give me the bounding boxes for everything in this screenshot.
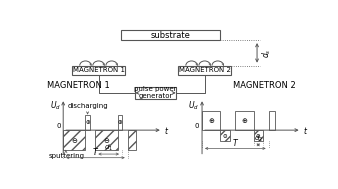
Bar [135,87,176,99]
Text: $T$: $T$ [92,146,99,157]
Text: $d_2$: $d_2$ [254,134,263,144]
Bar [63,130,86,150]
Text: $U_d$: $U_d$ [188,99,199,112]
Text: $t$: $t$ [164,125,169,136]
Text: $T$: $T$ [232,137,239,148]
Bar [118,115,122,130]
Bar [178,66,231,75]
Bar [95,130,118,150]
Bar [72,66,125,75]
Text: 0: 0 [195,123,199,129]
Text: 0: 0 [56,123,61,129]
Text: MAGNETRON 2: MAGNETRON 2 [234,81,296,90]
Text: $\oplus$: $\oplus$ [241,116,248,125]
Text: discharging: discharging [67,103,108,109]
Text: $\oplus$: $\oplus$ [84,119,91,126]
Text: substrate: substrate [151,31,191,40]
Text: $\ominus$: $\ominus$ [222,132,228,140]
Bar [254,130,263,141]
Text: MAGNETRON 1: MAGNETRON 1 [47,81,110,90]
Text: $\ominus$: $\ominus$ [71,136,78,145]
Bar [220,130,230,141]
Text: $U_d$: $U_d$ [50,99,61,112]
Text: $\oplus$: $\oplus$ [117,119,123,126]
Text: $\oplus$: $\oplus$ [208,116,215,125]
Bar [269,111,275,130]
Text: $\ominus$: $\ominus$ [255,132,261,140]
Text: MAGNETRON 1: MAGNETRON 1 [73,67,125,73]
Bar [86,115,90,130]
Bar [128,130,136,150]
Bar [202,111,220,130]
Bar [235,111,254,130]
Bar [121,30,220,40]
Text: $\ominus$: $\ominus$ [103,136,110,145]
Text: pulse power
generator: pulse power generator [134,86,177,99]
Text: sputtering: sputtering [49,153,85,159]
Text: MAGNETRON 2: MAGNETRON 2 [179,67,231,73]
Text: $d_s$: $d_s$ [261,48,273,58]
Text: $d_1$: $d_1$ [104,143,113,153]
Text: $t$: $t$ [303,125,308,136]
